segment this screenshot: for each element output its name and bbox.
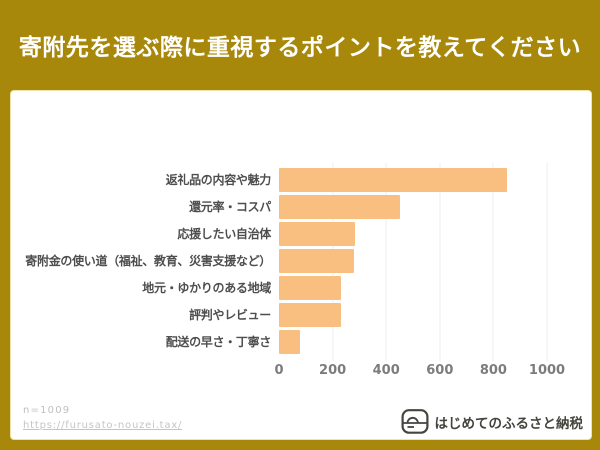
- page-title: 寄附先を選ぶ際に重視するポイントを教えてください: [18, 35, 582, 61]
- x-tick-label: 400: [372, 363, 400, 378]
- brand-name: はじめてのふるさと納税: [434, 415, 584, 432]
- category-label: 返礼品の内容や魅力: [165, 173, 272, 187]
- x-tick-label: 200: [319, 363, 347, 378]
- bar-row: 地元・ゆかりのある地域: [23, 276, 581, 300]
- bar-row: 評判やレビュー: [23, 303, 581, 327]
- category-label: 寄附金の使い道（福祉、教育、災害支援など）: [25, 254, 271, 268]
- category-label: 応援したい自治体: [177, 227, 271, 241]
- brand-icon: [401, 408, 429, 435]
- bar-row: 還元率・コスパ: [23, 195, 581, 219]
- source-link[interactable]: https://furusato-nouzei.tax/: [23, 420, 183, 431]
- bar-track: [279, 222, 547, 246]
- bar: [279, 276, 341, 300]
- bar-row: 応援したい自治体: [23, 222, 581, 246]
- x-tick-label: 0: [274, 363, 284, 378]
- bar-track: [279, 330, 547, 354]
- sample-size-label: n=1009: [23, 405, 71, 416]
- bar: [279, 195, 400, 219]
- x-axis: 0 200 400 600 800 1000: [274, 363, 565, 379]
- bar-track: [279, 168, 547, 192]
- bar-row: 寄附金の使い道（福祉、教育、災害支援など）: [23, 249, 581, 273]
- bar: [279, 330, 301, 354]
- category-label: 評判やレビュー: [189, 308, 271, 322]
- bar-track: [279, 249, 547, 273]
- x-tick-label: 1000: [528, 363, 566, 378]
- bar-chart: 返礼品の内容や魅力還元率・コスパ応援したい自治体寄附金の使い道（福祉、教育、災害…: [23, 168, 581, 354]
- bar-row: 返礼品の内容や魅力: [23, 168, 581, 192]
- x-tick-label: 600: [426, 363, 454, 378]
- brand-logo: はじめてのふるさと納税: [401, 408, 584, 435]
- chart-meta: n=1009 https://furusato-nouzei.tax/: [23, 405, 182, 431]
- bar-row: 配送の早さ・丁寧さ: [23, 330, 581, 354]
- bar: [279, 303, 341, 327]
- bar-track: [279, 276, 547, 300]
- bar: [279, 249, 355, 273]
- category-label: 地元・ゆかりのある地域: [142, 281, 271, 295]
- bar-track: [279, 303, 547, 327]
- bar: [279, 222, 356, 246]
- category-label: 配送の早さ・丁寧さ: [165, 335, 272, 349]
- category-label: 還元率・コスパ: [189, 200, 271, 214]
- bar-track: [279, 195, 547, 219]
- bar: [279, 168, 507, 192]
- x-tick-label: 800: [479, 363, 507, 378]
- chart-card: 返礼品の内容や魅力還元率・コスパ応援したい自治体寄附金の使い道（福祉、教育、災害…: [10, 90, 592, 440]
